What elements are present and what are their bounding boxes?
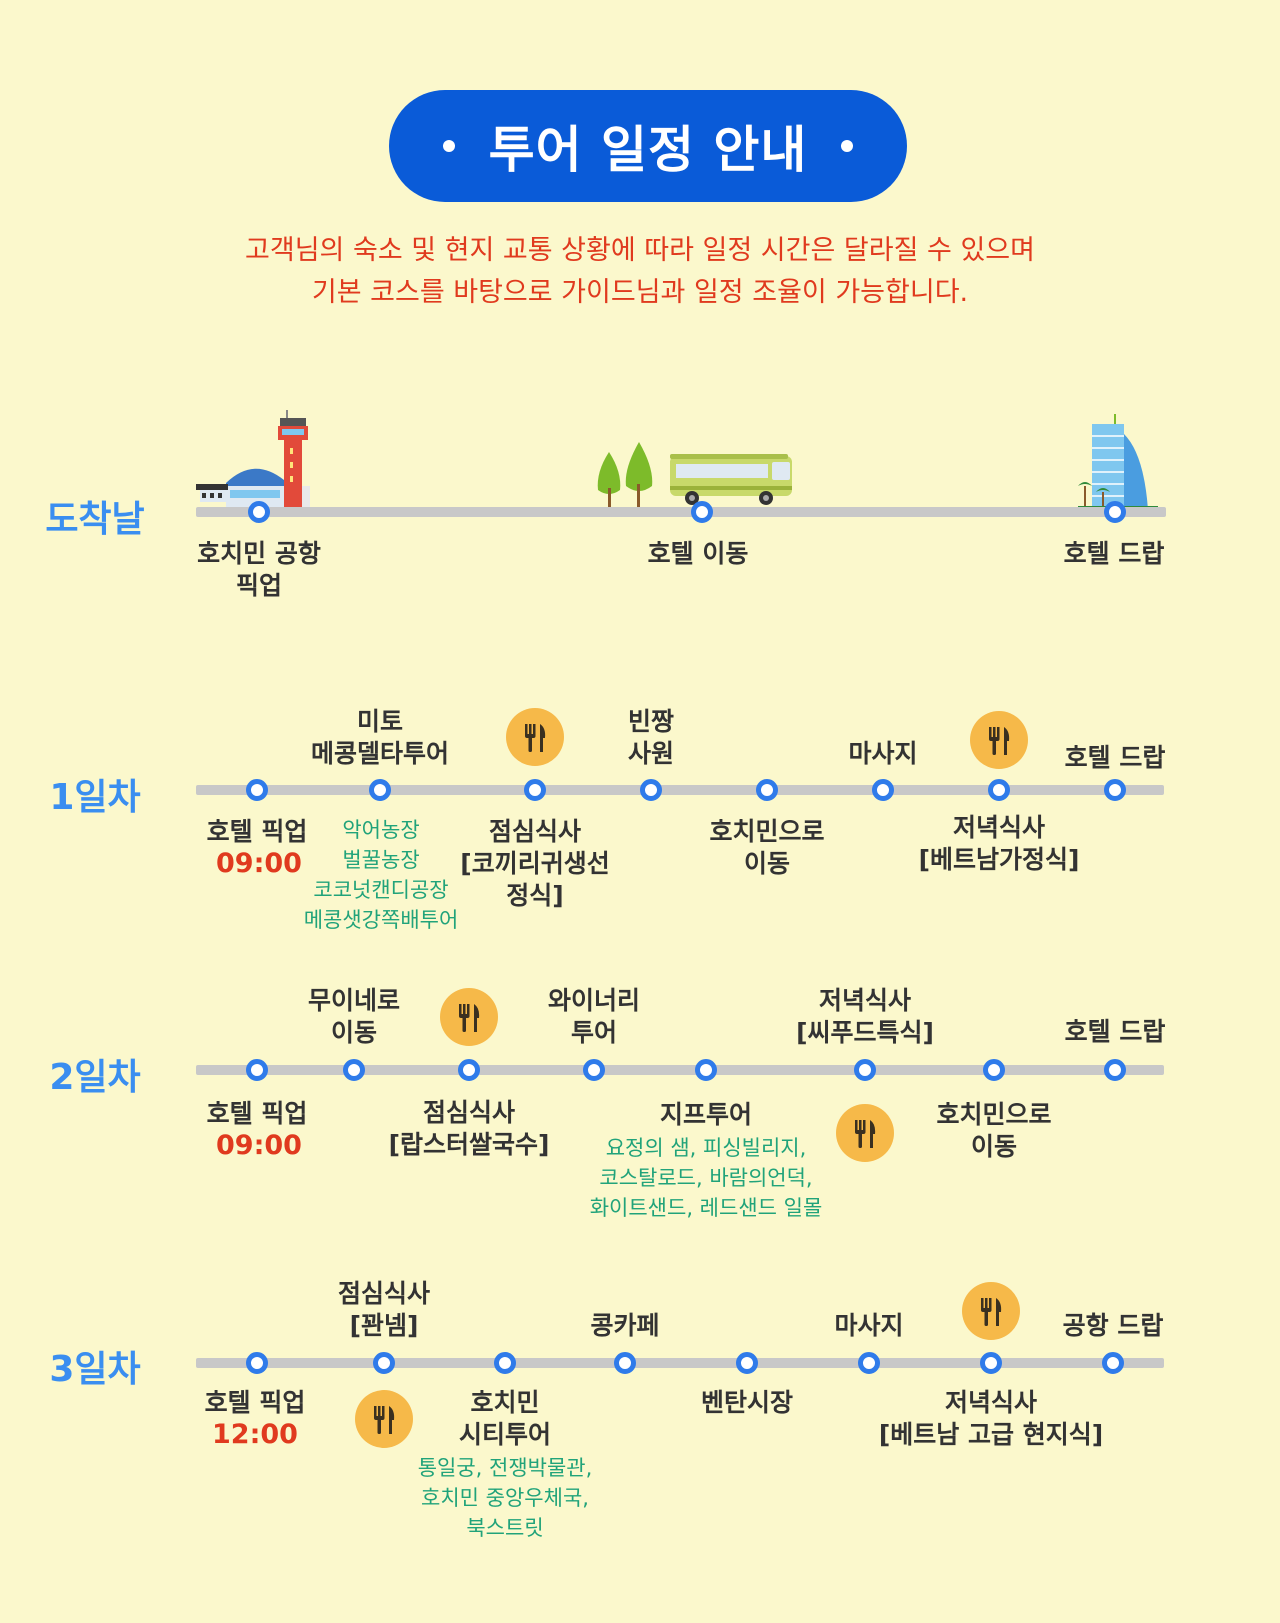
stop-label: 호텔 픽업 bbox=[206, 817, 308, 846]
stop-label: 점심식사 [꽌넴] bbox=[337, 1279, 431, 1340]
day-label-day2: 2일차 bbox=[49, 1057, 141, 1098]
day-label-day3: 3일차 bbox=[49, 1349, 141, 1390]
stop-label: 호텔 픽업 bbox=[204, 1388, 306, 1417]
stop-label: 호텔 픽업 bbox=[206, 1099, 308, 1128]
timeline-node bbox=[988, 779, 1010, 801]
bullet-dot bbox=[442, 140, 455, 152]
stop-label: 빈짱 사원 bbox=[627, 707, 675, 768]
stop-label: 호치민으로 이동 bbox=[709, 817, 825, 878]
stop-label: 점심식사 [코끼리귀생선 정식] bbox=[460, 817, 610, 910]
fork-knife-icon bbox=[440, 988, 498, 1046]
stop-detail: 통일궁, 전쟁박물관, 호치민 중앙우체국, 북스트릿 bbox=[417, 1456, 593, 1540]
timeline-node bbox=[246, 779, 268, 801]
stop-label: 호텔 드랍 bbox=[1064, 1017, 1166, 1046]
stop-label: 무이네로 이동 bbox=[307, 986, 401, 1047]
pickup-time: 12:00 bbox=[212, 1419, 298, 1450]
stop-label: 공항 드랍 bbox=[1062, 1311, 1164, 1340]
timeline-node bbox=[1104, 1059, 1126, 1081]
hotel-icon bbox=[1078, 414, 1158, 510]
timeline-node bbox=[695, 1059, 717, 1081]
stop-label: 와이너리 투어 bbox=[547, 986, 641, 1047]
pickup-time: 09:00 bbox=[216, 848, 302, 879]
stop-label: 저녁식사 [베트남가정식] bbox=[918, 813, 1080, 874]
stop-label: 지프투어 bbox=[659, 1100, 753, 1129]
fork-knife-icon bbox=[506, 708, 564, 766]
timeline-node bbox=[858, 1352, 880, 1374]
bullet-dot bbox=[841, 140, 854, 152]
timeline-node bbox=[458, 1059, 480, 1081]
notice-line-2: 기본 코스를 바탕으로 가이드님과 일정 조율이 가능합니다. bbox=[311, 277, 969, 308]
stop-label: 마사지 bbox=[834, 1311, 904, 1340]
timeline-node bbox=[248, 501, 270, 523]
timeline-node bbox=[980, 1352, 1002, 1374]
stop-label: 미토 메콩델타투어 bbox=[310, 707, 450, 768]
timeline-node bbox=[1104, 779, 1126, 801]
stop-detail: 악어농장 벌꿀농장 코코넛캔디공장 메콩샛강쪽배투어 bbox=[303, 818, 459, 932]
stop-label: 호텔 드랍 bbox=[1064, 743, 1166, 772]
fork-knife-icon bbox=[970, 711, 1028, 769]
timeline-node bbox=[640, 779, 662, 801]
timeline-track bbox=[196, 1358, 1164, 1368]
day-label-day1: 1일차 bbox=[49, 777, 141, 818]
stop-label: 저녁식사 [씨푸드특식] bbox=[796, 986, 934, 1047]
notice-line-1: 고객님의 숙소 및 현지 교통 상황에 따라 일정 시간은 달라질 수 있으며 bbox=[245, 235, 1035, 266]
fork-knife-icon bbox=[962, 1282, 1020, 1340]
timeline-node bbox=[736, 1352, 758, 1374]
timeline-node bbox=[1102, 1352, 1124, 1374]
timeline-node bbox=[872, 779, 894, 801]
timeline-track bbox=[196, 1065, 1164, 1075]
timeline-node bbox=[1104, 501, 1126, 523]
timeline-node bbox=[343, 1059, 365, 1081]
timeline-node bbox=[494, 1352, 516, 1374]
stop-label: 호텔 이동 bbox=[647, 539, 749, 568]
notice: 고객님의 숙소 및 현지 교통 상황에 따라 일정 시간은 달라질 수 있으며 … bbox=[0, 230, 1280, 314]
stop-label: 저녁식사 [베트남 고급 현지식] bbox=[878, 1388, 1104, 1449]
stop-label: 콩카페 bbox=[590, 1311, 660, 1340]
timeline-node bbox=[854, 1059, 876, 1081]
day-label-arrival: 도착날 bbox=[45, 499, 145, 540]
page-title: 투어 일정 안내 bbox=[488, 121, 808, 179]
airport-icon bbox=[196, 410, 310, 508]
fork-knife-icon bbox=[355, 1390, 413, 1448]
stop-label: 호치민 공항 픽업 bbox=[197, 539, 321, 600]
fork-knife-icon bbox=[836, 1104, 894, 1162]
trees-icon bbox=[597, 442, 653, 510]
timeline-track bbox=[196, 785, 1164, 795]
stop-label: 벤탄시장 bbox=[700, 1388, 794, 1417]
bus-icon bbox=[670, 454, 792, 505]
pickup-time: 09:00 bbox=[216, 1130, 302, 1161]
timeline-node bbox=[246, 1059, 268, 1081]
timeline-node bbox=[246, 1352, 268, 1374]
stop-label: 마사지 bbox=[848, 739, 918, 768]
stop-detail: 요정의 샘, 피싱빌리지, 코스탈로드, 바람의언덕, 화이트샌드, 레드샌드 … bbox=[589, 1136, 823, 1220]
stop-label: 호텔 드랍 bbox=[1063, 539, 1165, 568]
timeline-node bbox=[369, 779, 391, 801]
timeline-node bbox=[583, 1059, 605, 1081]
timeline-node bbox=[983, 1059, 1005, 1081]
title-banner: 투어 일정 안내 bbox=[389, 90, 907, 202]
timeline-node bbox=[373, 1352, 395, 1374]
timeline-node bbox=[614, 1352, 636, 1374]
timeline-node bbox=[756, 779, 778, 801]
timeline-node bbox=[691, 501, 713, 523]
timeline-node bbox=[524, 779, 546, 801]
timeline-track bbox=[196, 507, 1166, 517]
stop-label: 호치민으로 이동 bbox=[936, 1100, 1052, 1161]
stop-label: 호치민 시티투어 bbox=[458, 1388, 552, 1449]
stop-label: 점심식사 [랍스터쌀국수] bbox=[388, 1098, 550, 1159]
